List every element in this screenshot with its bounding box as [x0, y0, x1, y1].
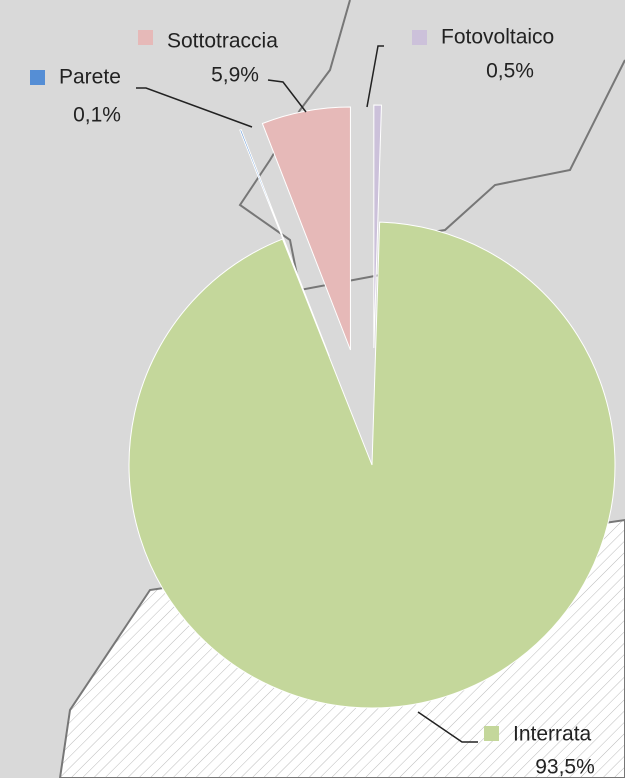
pie-slice [373, 104, 382, 349]
legend-swatch [484, 726, 499, 741]
value-label: 5,9% [211, 64, 259, 87]
legend-swatch [412, 30, 427, 45]
value-label: 0,1% [73, 104, 121, 127]
legend-swatch [138, 30, 153, 45]
value-label: 0,5% [486, 60, 534, 83]
category-label: Fotovoltaico [441, 26, 554, 49]
value-label: 93,5% [535, 756, 595, 778]
leader-line [136, 87, 253, 128]
pie-slice [128, 221, 616, 709]
leader-line [366, 45, 384, 108]
pie-slice [239, 128, 330, 357]
leader-line [417, 711, 478, 743]
legend-swatch [30, 70, 45, 85]
labels: Fotovoltaico 0,5% Interrata 93,5% Parete 0,1%… [30, 26, 595, 778]
category-label: Parete [59, 66, 121, 89]
leader-line [267, 79, 307, 113]
pie [128, 104, 616, 709]
category-label: Interrata [513, 723, 592, 746]
category-label: Sottotraccia [167, 30, 278, 53]
